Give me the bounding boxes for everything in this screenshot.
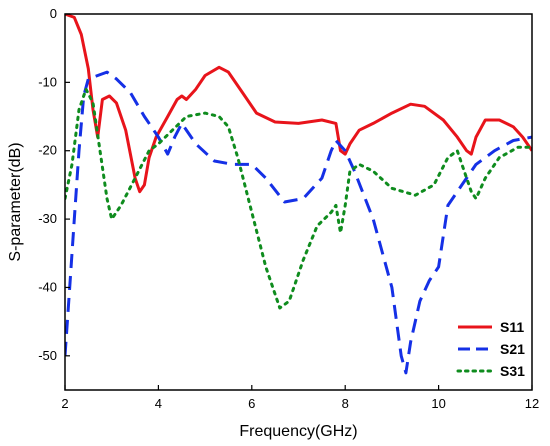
x-tick-label: 12 [525, 396, 539, 411]
y-tick-label: -50 [38, 348, 57, 363]
series-line-s11 [65, 14, 532, 194]
plot-frame [64, 13, 533, 391]
series-line-s31 [65, 87, 532, 310]
x-tick-label: 8 [342, 396, 349, 411]
legend: S11 S21 S31 [456, 319, 525, 379]
ticks-layer: 2 4 6 8 10 12 0 -10 -20 -30 -40 -50 [38, 6, 539, 411]
series-line-s21 [65, 70, 532, 375]
x-tick-label: 2 [61, 396, 68, 411]
y-tick-label: -30 [38, 211, 57, 226]
legend-label-s21: S21 [500, 341, 525, 357]
y-tick-label: -20 [38, 143, 57, 158]
y-axis-title: S-parameter(dB) [7, 142, 24, 261]
y-tick-label: -10 [38, 74, 57, 89]
y-tick-label: 0 [50, 6, 57, 21]
x-tick-label: 10 [431, 396, 445, 411]
x-tick-label: 6 [248, 396, 255, 411]
x-tick-label: 4 [155, 396, 162, 411]
legend-label-s11: S11 [500, 319, 524, 335]
x-axis-title: Frequency(GHz) [239, 423, 357, 440]
series-layer [65, 14, 532, 375]
y-tick-label: -40 [38, 279, 57, 294]
legend-label-s31: S31 [500, 363, 525, 379]
